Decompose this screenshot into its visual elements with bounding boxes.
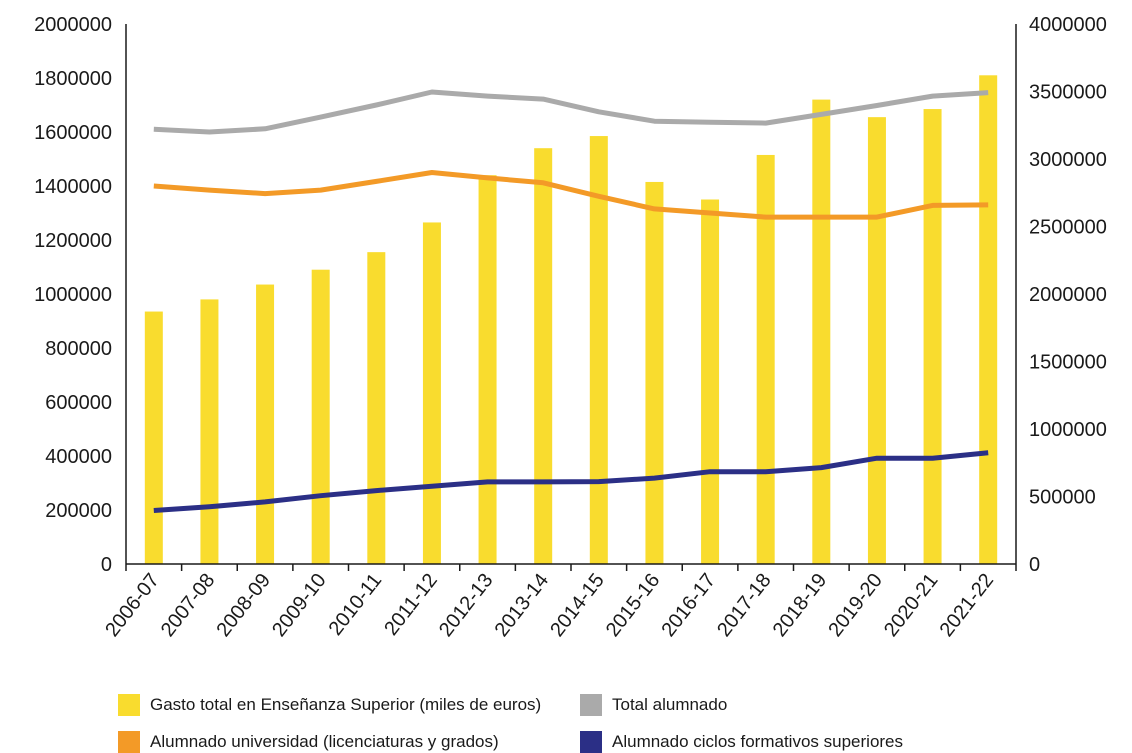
right-axis: 0 500000 1000000 1500000 2000000 2500000 30000… (1029, 14, 1107, 576)
x-tick-label: 2006-07 (101, 570, 164, 641)
bar-gasto (200, 299, 219, 564)
left-tick-label: 200000 (45, 500, 112, 522)
left-tick-label: 1400000 (34, 176, 112, 198)
bar-gasto (867, 117, 886, 565)
left-tick-label: 1200000 (34, 230, 112, 252)
x-tick-label: 2009-10 (268, 570, 331, 641)
x-tick-label: 2019-20 (824, 570, 887, 641)
x-tick-label: 2014-15 (546, 570, 609, 641)
legend-swatch-gasto (118, 694, 140, 716)
bar-gasto (534, 148, 553, 564)
x-tick-label: 2011-12 (380, 570, 442, 640)
right-tick-label: 2000000 (1029, 284, 1107, 306)
right-tick-label: 2500000 (1029, 217, 1107, 239)
line-alumnado-universidad (153, 170, 989, 220)
legend-label-universidad: Alumnado universidad (licenciaturas y gr… (150, 732, 499, 751)
right-tick-label: 1500000 (1029, 352, 1107, 374)
line-alumnado-ciclos (153, 450, 989, 513)
bar-gasto (589, 136, 608, 565)
bar-gasto (701, 199, 720, 564)
right-tick-label: 3000000 (1029, 149, 1107, 171)
axes-frame (125, 24, 1017, 571)
right-tick-label: 500000 (1029, 487, 1096, 509)
legend: Gasto total en Enseñanza Superior (miles… (118, 688, 1118, 753)
x-tick-label: 2018-19 (769, 570, 832, 641)
x-tick-label: 2012-13 (435, 570, 498, 641)
bar-gasto (144, 311, 163, 564)
legend-swatch-total (580, 694, 602, 716)
legend-swatch-universidad (118, 731, 140, 753)
bar-gasto (645, 181, 664, 564)
right-tick-label: 4000000 (1029, 14, 1107, 36)
right-tick-label: 1000000 (1029, 419, 1107, 441)
legend-label-total: Total alumnado (612, 695, 728, 714)
left-tick-label: 1800000 (34, 68, 112, 90)
left-tick-label: 1000000 (34, 284, 112, 306)
legend-label-ciclos: Alumnado ciclos formativos superiores (612, 732, 904, 751)
left-tick-label: 600000 (45, 392, 112, 414)
right-tick-label: 0 (1029, 554, 1040, 576)
left-axis: 0 200000 400000 600000 800000 1000000 1200000 1… (34, 14, 112, 576)
bar-gasto (367, 252, 386, 564)
x-axis-labels: 2006-072007-082008-092009-102010-112011-… (101, 570, 998, 641)
right-tick-label: 3500000 (1029, 82, 1107, 104)
legend-item-total: Total alumnado (580, 694, 727, 716)
left-tick-label: 1600000 (34, 122, 112, 144)
bar-gasto (422, 222, 441, 564)
x-tick-label: 2007-08 (157, 570, 220, 641)
x-tick-label: 2008-09 (212, 570, 275, 641)
line-total-alumnado (153, 89, 989, 135)
legend-item-universidad: Alumnado universidad (licenciaturas y gr… (118, 731, 499, 753)
combo-chart: 0 200000 400000 600000 800000 1000000 1200000 1… (34, 14, 1107, 641)
line-series (153, 89, 989, 513)
legend-item-ciclos: Alumnado ciclos formativos superiores (580, 731, 903, 753)
left-tick-label: 400000 (45, 446, 112, 468)
bar-gasto (812, 99, 831, 564)
bar-series (144, 75, 998, 565)
bar-gasto (979, 75, 998, 565)
x-tick-label: 2016-17 (657, 570, 720, 641)
bar-gasto (311, 269, 330, 564)
left-tick-label: 0 (101, 554, 112, 576)
legend-item-gasto: Gasto total en Enseñanza Superior (miles… (118, 694, 541, 716)
x-tick-label: 2010-11 (325, 570, 387, 640)
left-tick-label: 2000000 (34, 14, 112, 36)
left-tick-label: 800000 (45, 338, 112, 360)
bar-gasto (478, 175, 497, 564)
x-tick-label: 2021-22 (936, 570, 999, 641)
legend-label-gasto: Gasto total en Enseñanza Superior (miles… (150, 695, 542, 714)
legend-swatch-ciclos (580, 731, 602, 753)
x-tick-label: 2017-18 (713, 570, 776, 641)
bar-gasto (923, 109, 942, 565)
x-tick-label: 2020-21 (880, 570, 943, 641)
bar-gasto (256, 284, 275, 564)
bar-gasto (756, 154, 775, 564)
x-tick-label: 2013-14 (491, 570, 554, 641)
x-tick-label: 2015-16 (602, 570, 665, 641)
